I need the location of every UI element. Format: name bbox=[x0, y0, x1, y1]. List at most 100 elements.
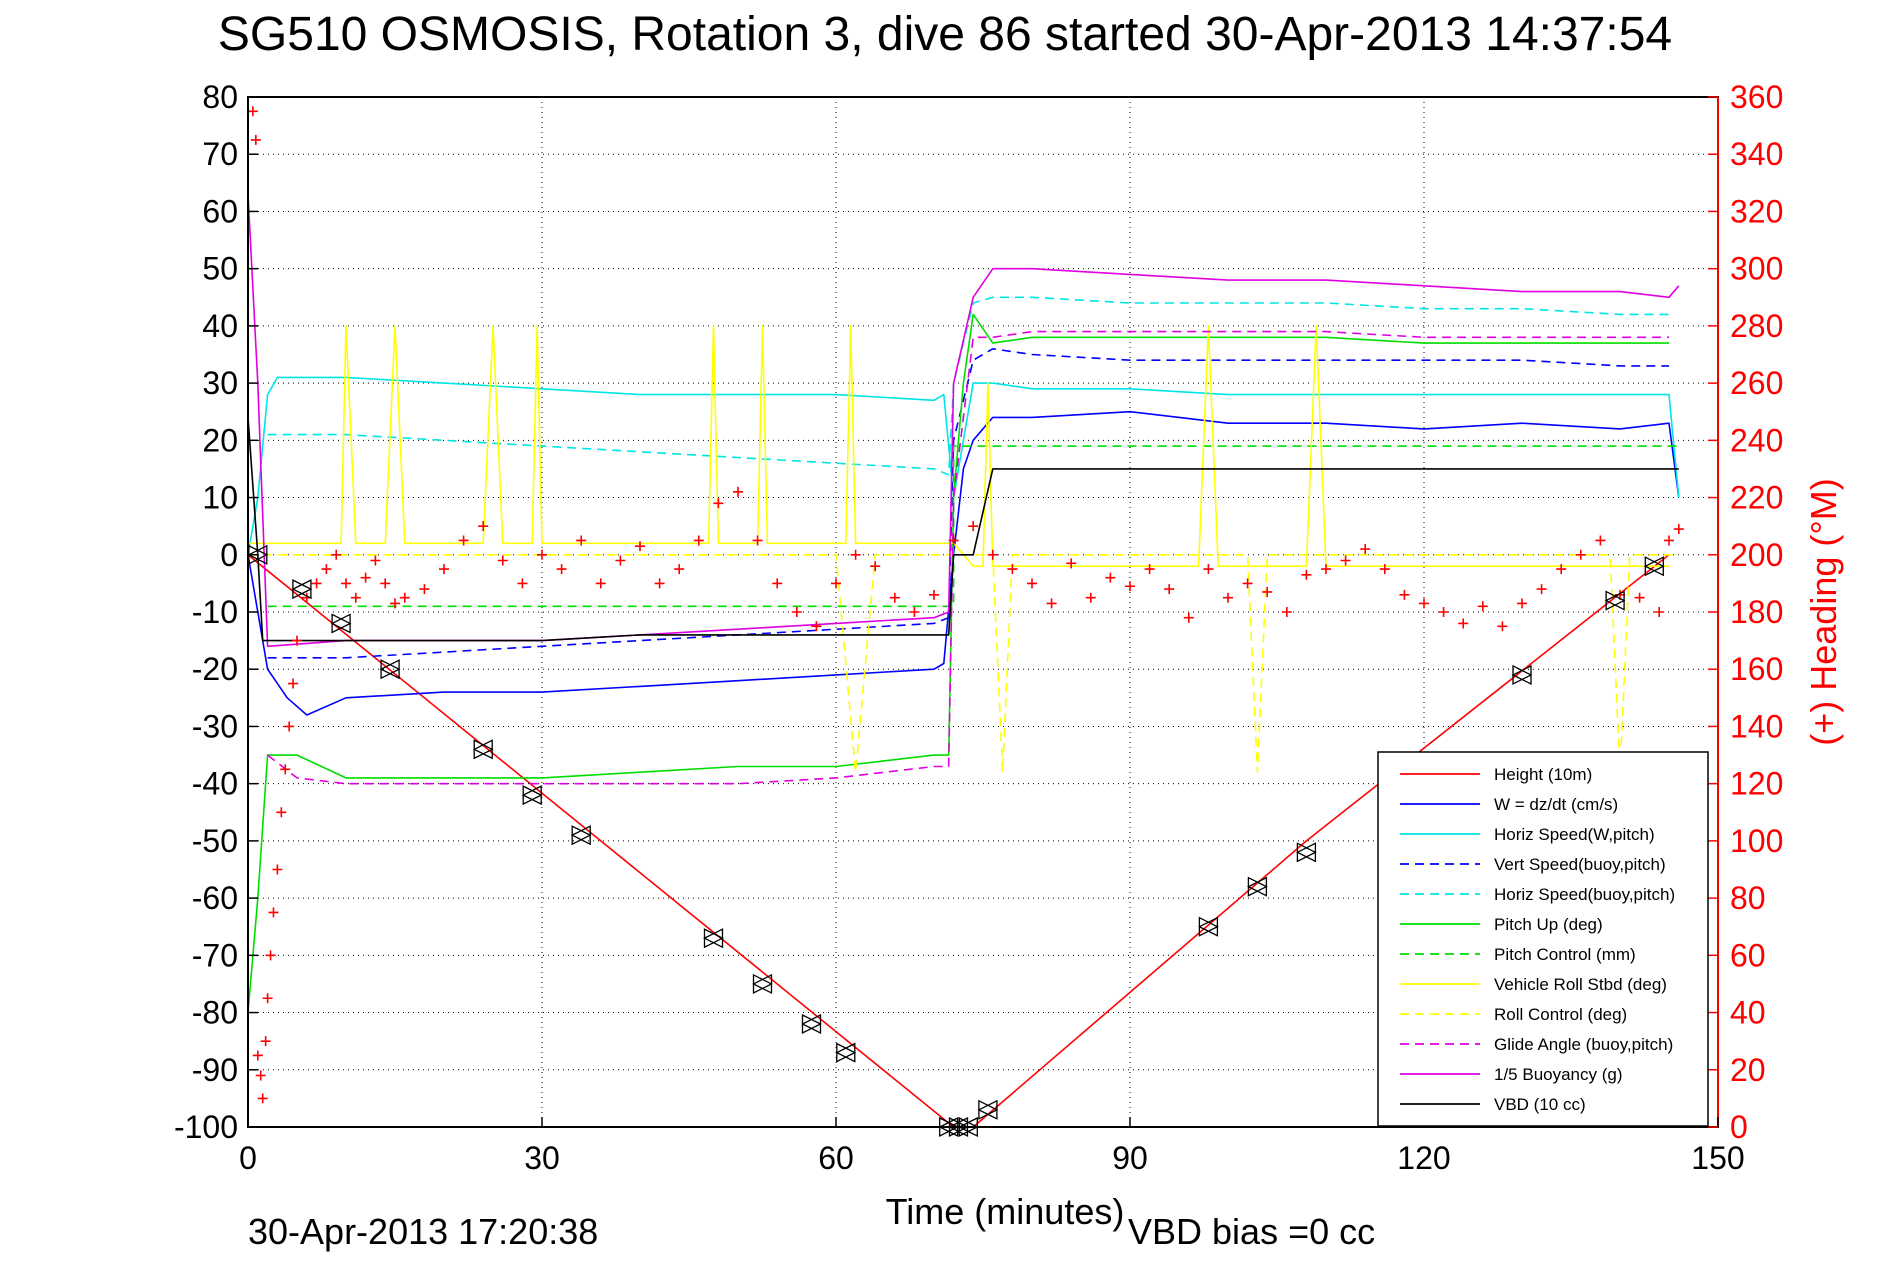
heading-point bbox=[1595, 535, 1606, 546]
heading-point bbox=[595, 578, 606, 589]
heading-point bbox=[331, 549, 342, 560]
height-marker bbox=[1246, 876, 1268, 897]
heading-point bbox=[478, 521, 489, 532]
y-tick-label: -90 bbox=[192, 1052, 238, 1088]
y-tick-label: -100 bbox=[174, 1109, 238, 1145]
ticks: 0 30 60 90 120 15080706050403020100-10-20-30-… bbox=[174, 79, 1783, 1176]
heading-point bbox=[272, 864, 283, 875]
heading-point bbox=[1281, 607, 1292, 617]
y-tick-label: -70 bbox=[192, 937, 238, 973]
right-tick-label: 100 bbox=[1730, 823, 1783, 859]
heading-point bbox=[399, 592, 410, 603]
heading-point bbox=[733, 486, 743, 497]
heading-point bbox=[1438, 607, 1449, 617]
heading-point bbox=[1360, 544, 1371, 555]
heading-point bbox=[390, 598, 400, 609]
legend-entry: Horiz Speed(W,pitch) bbox=[1494, 825, 1655, 844]
legend-entry: Horiz Speed(buoy,pitch) bbox=[1494, 885, 1675, 904]
legend-entry: 1/5 Buoyancy (g) bbox=[1494, 1065, 1623, 1084]
height-marker bbox=[1511, 664, 1533, 685]
heading-point bbox=[635, 541, 645, 552]
right-tick-label: 220 bbox=[1730, 480, 1783, 516]
right-tick-label: 340 bbox=[1730, 136, 1783, 172]
plot-area bbox=[247, 106, 1684, 1138]
heading-point bbox=[674, 564, 685, 575]
footer-vbd-bias: VBD bias =0 cc bbox=[1128, 1211, 1375, 1252]
x-tick-label: 90 bbox=[1112, 1140, 1148, 1176]
heading-point bbox=[1321, 564, 1331, 575]
y-tick-label: 10 bbox=[202, 480, 238, 516]
heading-point bbox=[537, 549, 547, 560]
height-marker bbox=[752, 973, 773, 994]
x-tick-label: 150 bbox=[1691, 1140, 1744, 1176]
legend-entry: Vehicle Roll Stbd (deg) bbox=[1494, 975, 1667, 994]
legend-entry: Vert Speed(buoy,pitch) bbox=[1494, 855, 1666, 874]
heading-point bbox=[1203, 564, 1214, 575]
heading-point bbox=[341, 578, 351, 589]
series-line-3 bbox=[267, 347, 1669, 659]
heading-point bbox=[1458, 618, 1469, 629]
right-tick-label: 360 bbox=[1730, 79, 1783, 115]
y-tick-label: 30 bbox=[202, 365, 238, 401]
legend-entry: W = dz/dt (cm/s) bbox=[1494, 795, 1618, 814]
heading-point bbox=[791, 607, 802, 617]
heading-point bbox=[280, 764, 291, 775]
heading-point bbox=[831, 578, 841, 589]
heading-point bbox=[1340, 555, 1351, 566]
heading-point bbox=[1575, 549, 1586, 560]
heading-point bbox=[1477, 601, 1488, 612]
heading-point bbox=[752, 535, 763, 546]
right-tick-label: 300 bbox=[1730, 251, 1783, 287]
heading-point bbox=[1399, 589, 1410, 600]
heading-point bbox=[439, 564, 449, 575]
heading-point bbox=[380, 578, 391, 589]
heading-point bbox=[268, 907, 279, 918]
heading-point bbox=[250, 134, 261, 145]
heading-point bbox=[1664, 535, 1674, 546]
heading-point bbox=[1634, 592, 1645, 603]
y-tick-label: -20 bbox=[192, 651, 238, 687]
y-tick-label: 70 bbox=[202, 136, 238, 172]
footer-timestamp: 30-Apr-2013 17:20:38 bbox=[248, 1211, 598, 1252]
heading-point bbox=[276, 807, 287, 818]
right-tick-label: 260 bbox=[1730, 365, 1783, 401]
heading-point bbox=[419, 584, 430, 595]
right-tick-label: 180 bbox=[1730, 594, 1783, 630]
heading-point bbox=[255, 1070, 266, 1081]
right-tick-label: 240 bbox=[1730, 422, 1783, 458]
heading-point bbox=[292, 635, 302, 646]
y-tick-label: 60 bbox=[202, 193, 238, 229]
heading-point bbox=[1066, 558, 1077, 569]
heading-point bbox=[1085, 592, 1096, 603]
heading-point bbox=[1105, 572, 1116, 583]
legend-entry: Pitch Up (deg) bbox=[1494, 915, 1603, 934]
series-line-11 bbox=[247, 417, 1679, 642]
x-tick-label: 120 bbox=[1397, 1140, 1450, 1176]
heading-point bbox=[1301, 569, 1312, 580]
heading-point bbox=[262, 993, 273, 1004]
series-line-8 bbox=[248, 553, 1679, 774]
height-marker bbox=[472, 739, 494, 760]
heading-point bbox=[1379, 564, 1390, 575]
heading-point bbox=[889, 592, 900, 603]
heading-point bbox=[517, 578, 528, 589]
y-tick-label: 40 bbox=[202, 308, 238, 344]
legend-entry: Roll Control (deg) bbox=[1494, 1005, 1627, 1024]
right-tick-label: 40 bbox=[1730, 995, 1766, 1031]
height-marker bbox=[291, 579, 313, 600]
right-tick-label: 200 bbox=[1730, 537, 1783, 573]
right-axis-label: (+) Heading (°M) bbox=[1803, 478, 1844, 745]
right-tick-label: 80 bbox=[1730, 880, 1766, 916]
heading-point bbox=[265, 950, 276, 961]
heading-point bbox=[1654, 607, 1665, 617]
heading-point bbox=[811, 621, 822, 632]
height-marker bbox=[1295, 842, 1317, 863]
heading-point bbox=[968, 521, 979, 532]
heading-point bbox=[576, 535, 587, 546]
legend-entry: Pitch Control (mm) bbox=[1494, 945, 1636, 964]
heading-point bbox=[1046, 598, 1057, 609]
height-marker bbox=[1604, 590, 1626, 611]
heading-point bbox=[284, 721, 295, 732]
y-tick-label: -30 bbox=[192, 708, 238, 744]
